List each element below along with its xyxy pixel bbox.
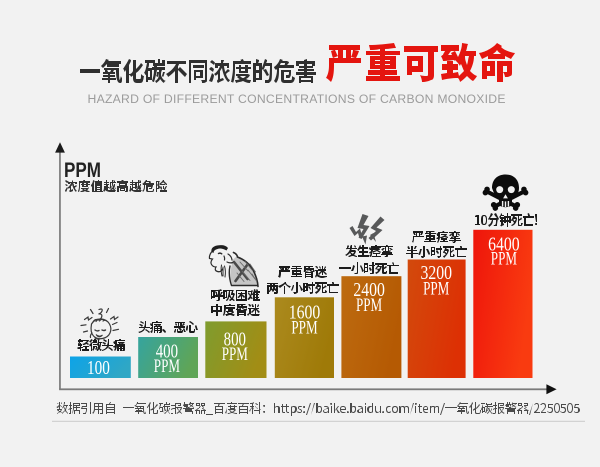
svg-text:PPM: PPM (222, 344, 248, 365)
svg-text:6400: 6400 (488, 234, 520, 256)
svg-text:1600: 1600 (289, 301, 321, 323)
svg-text:PPM: PPM (154, 356, 180, 377)
svg-text:PPM: PPM (356, 295, 382, 316)
svg-text:PPM: PPM (491, 249, 517, 270)
svg-text:2400: 2400 (353, 279, 385, 301)
svg-text:400: 400 (156, 340, 178, 362)
svg-text:HAZARD OF DIFFERENT CONCENTRAT: HAZARD OF DIFFERENT CONCENTRATIONS OF CA… (88, 92, 506, 106)
svg-text:PPM: PPM (64, 159, 101, 182)
svg-text:3200: 3200 (420, 262, 452, 284)
svg-text:100: 100 (87, 357, 110, 379)
svg-text:PPM: PPM (291, 318, 317, 339)
svg-text:PPM: PPM (423, 278, 449, 299)
svg-text:800: 800 (224, 329, 246, 351)
